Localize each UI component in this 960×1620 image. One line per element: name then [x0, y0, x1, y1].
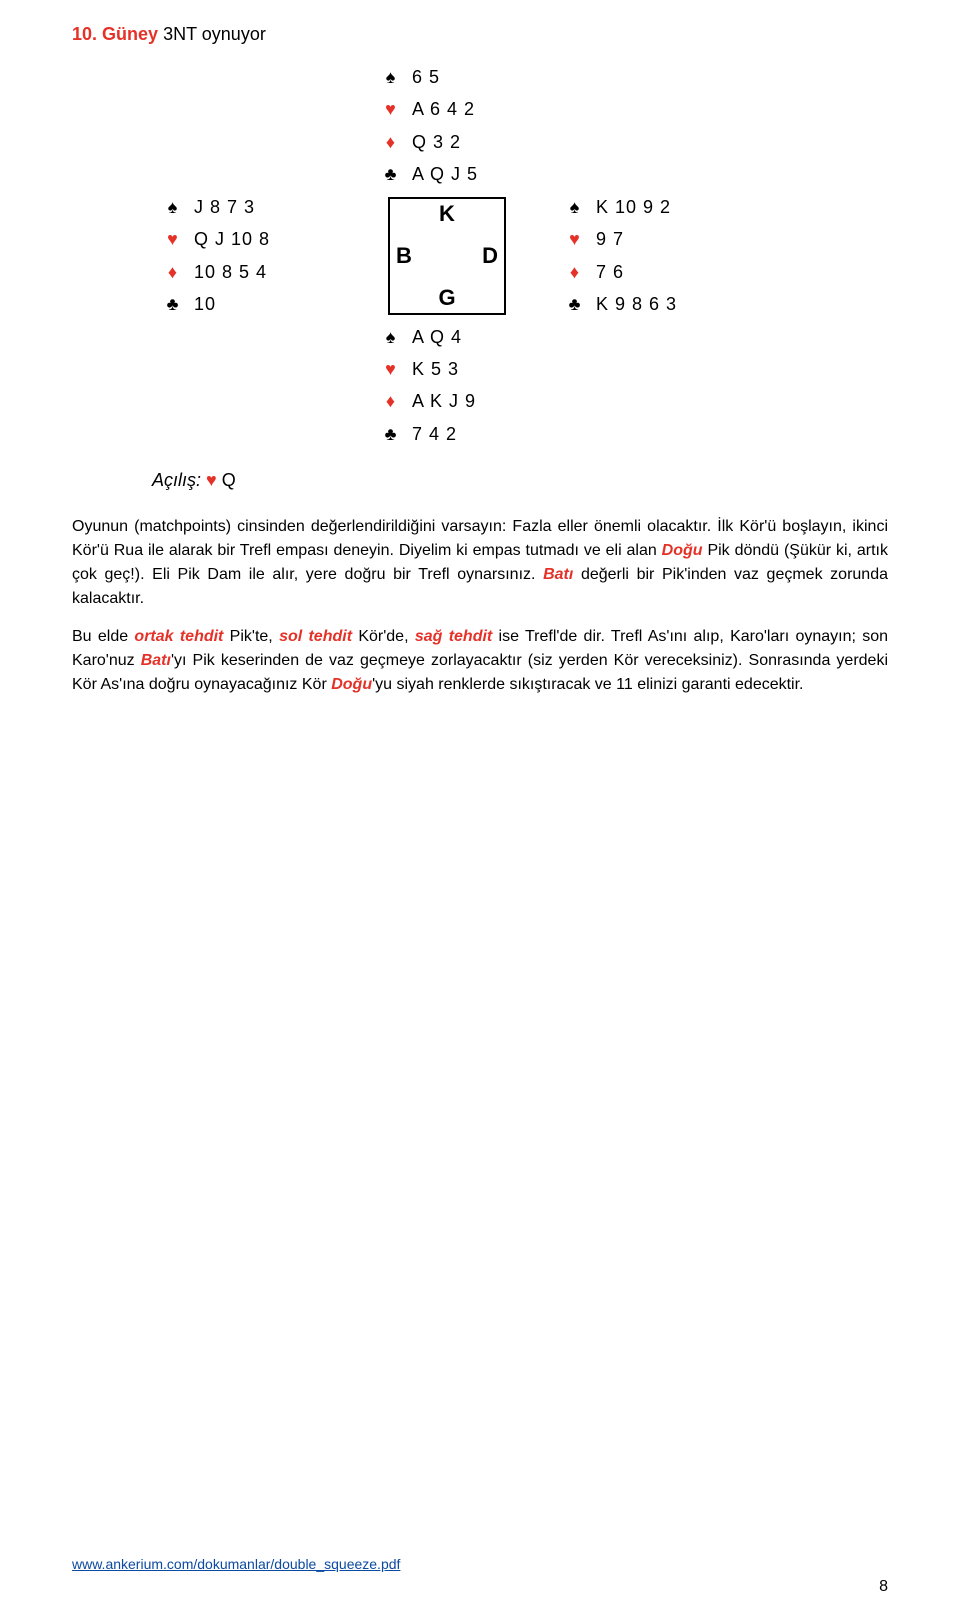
west-hearts: Q J 10 8: [194, 223, 270, 255]
north-hearts: A 6 4 2: [412, 93, 475, 125]
spade-icon: ♠: [564, 191, 586, 223]
source-url[interactable]: www.ankerium.com/dokumanlar/double_squee…: [72, 1556, 400, 1572]
compass-south: G: [438, 285, 455, 311]
east-hearts: 9 7: [596, 223, 624, 255]
west-hand: ♠ J 8 7 3 ♥ Q J 10 8 ♦ 10 8 5 4 ♣ 10: [152, 191, 342, 321]
compass-east: D: [482, 243, 498, 269]
page-number: 8: [879, 1578, 888, 1596]
west-name: Batı: [543, 566, 573, 583]
west-diamonds: 10 8 5 4: [194, 256, 267, 288]
compass-box: K G B D: [342, 191, 552, 321]
compass-north: K: [439, 201, 455, 227]
deal-declarer: Güney: [102, 24, 163, 44]
east-spades: K 10 9 2: [596, 191, 671, 223]
heart-icon: ♥: [380, 93, 402, 125]
club-icon: ♣: [380, 418, 402, 450]
north-hand: ♠ 6 5 ♥ A 6 4 2 ♦ Q 3 2 ♣ A Q J 5: [342, 61, 552, 191]
east-name: Doğu: [662, 542, 703, 559]
club-icon: ♣: [564, 288, 586, 320]
south-hearts: K 5 3: [412, 353, 459, 385]
explanation-para-1: Oyunun (matchpoints) cinsinden değerlend…: [72, 515, 888, 611]
north-spades: 6 5: [412, 61, 440, 93]
lead-label: Açılış:: [152, 470, 201, 490]
west-name: Batı: [141, 652, 171, 669]
heart-icon: ♥: [564, 223, 586, 255]
east-name: Doğu: [331, 676, 372, 693]
explanation-para-2: Bu elde ortak tehdit Pik'te, sol tehdit …: [72, 625, 888, 697]
deal-verb: oynuyor: [202, 24, 266, 44]
heart-icon: ♥: [380, 353, 402, 385]
club-icon: ♣: [380, 158, 402, 190]
diamond-icon: ♦: [564, 256, 586, 288]
spade-icon: ♠: [380, 61, 402, 93]
east-hand: ♠ K 10 9 2 ♥ 9 7 ♦ 7 6 ♣ K 9 8 6 3: [552, 191, 742, 321]
lead-card: Q: [222, 470, 236, 490]
sol-tehdit: sol tehdit: [279, 628, 352, 645]
deal-number: 10.: [72, 24, 97, 44]
south-clubs: 7 4 2: [412, 418, 457, 450]
compass-west: B: [396, 243, 412, 269]
deal-contract: 3NT: [163, 24, 197, 44]
north-diamonds: Q 3 2: [412, 126, 461, 158]
south-hand: ♠ A Q 4 ♥ K 5 3 ♦ A K J 9 ♣ 7 4 2: [342, 321, 552, 451]
sag-tehdit: sağ tehdit: [415, 628, 492, 645]
diamond-icon: ♦: [162, 256, 184, 288]
diamond-icon: ♦: [380, 385, 402, 417]
east-diamonds: 7 6: [596, 256, 624, 288]
east-clubs: K 9 8 6 3: [596, 288, 677, 320]
west-spades: J 8 7 3: [194, 191, 255, 223]
south-spades: A Q 4: [412, 321, 462, 353]
opening-lead: Açılış: ♥ Q: [152, 470, 888, 491]
spade-icon: ♠: [380, 321, 402, 353]
club-icon: ♣: [162, 288, 184, 320]
heart-icon: ♥: [162, 223, 184, 255]
south-diamonds: A K J 9: [412, 385, 476, 417]
diamond-icon: ♦: [380, 126, 402, 158]
heart-icon: ♥: [206, 470, 217, 490]
bridge-deal-diagram: ♠ 6 5 ♥ A 6 4 2 ♦ Q 3 2 ♣ A Q J 5 ♠ J 8 7 3 ♥…: [152, 61, 888, 450]
deal-title: 10. Güney 3NT oynuyor: [72, 24, 888, 45]
north-clubs: A Q J 5: [412, 158, 478, 190]
ortak-tehdit: ortak tehdit: [134, 628, 223, 645]
west-clubs: 10: [194, 288, 216, 320]
spade-icon: ♠: [162, 191, 184, 223]
